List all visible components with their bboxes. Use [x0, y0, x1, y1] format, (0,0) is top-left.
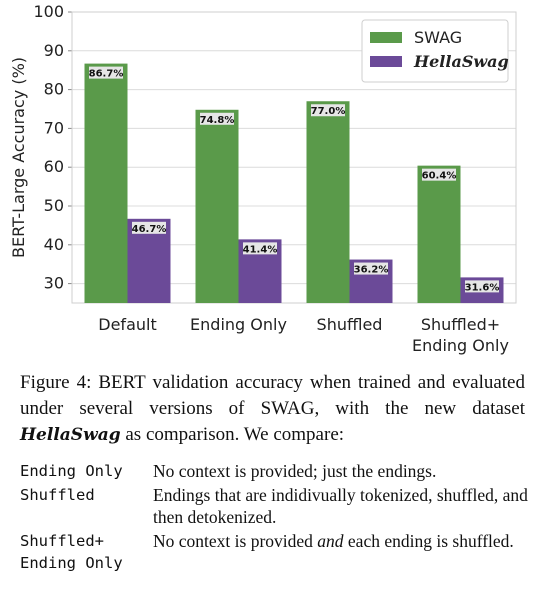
data-label-bg — [89, 66, 123, 79]
y-tick-label: 30 — [44, 274, 64, 293]
x-tick-label: Shuffled+ — [421, 315, 500, 334]
caption-text-after: as comparison. We compare: — [125, 424, 345, 445]
data-label-bg — [422, 168, 456, 181]
definition-row: Shuffled Endings that are indidivually t… — [20, 484, 530, 528]
definition-term: Shuffled+ Ending Only — [20, 532, 123, 572]
legend-label: HellaSwag — [413, 52, 509, 71]
data-label: 74.8% — [200, 115, 235, 126]
y-axis-label: BERT-Large Accuracy (%) — [9, 57, 28, 258]
caption-text-before: BERT validation accuracy when trained an… — [20, 372, 525, 419]
data-label: 60.4% — [422, 171, 457, 182]
data-label-bg — [354, 262, 388, 275]
definition-row: Ending Only No context is provided; just… — [20, 460, 530, 482]
dataset-name: HellaSwag — [20, 425, 121, 445]
definition-term: Ending Only — [20, 462, 123, 480]
figure-caption: Figure 4: BERT validation accuracy when … — [20, 370, 525, 448]
x-tick-label: Default — [98, 315, 156, 334]
bar-swag — [84, 63, 128, 303]
y-tick-label: 60 — [44, 157, 64, 176]
legend-label: SWAG — [414, 28, 462, 47]
data-label-bg — [243, 242, 277, 255]
data-label: 86.7% — [89, 69, 124, 80]
y-tick-label: 80 — [44, 80, 64, 99]
y-tick-label: 70 — [44, 118, 64, 137]
data-label: 36.2% — [354, 265, 389, 276]
legend-swatch — [370, 32, 402, 43]
bar-swag — [195, 109, 239, 303]
data-label: 41.4% — [243, 244, 278, 255]
definition-term: Shuffled — [20, 486, 95, 504]
desc-before: No context is provided — [153, 531, 313, 551]
bar-swag — [417, 165, 461, 303]
legend-swatch — [370, 56, 402, 67]
x-tick-label: Ending Only — [190, 315, 287, 334]
definition-row: Shuffled+ Ending Only No context is prov… — [20, 530, 530, 574]
y-tick-label: 100 — [33, 2, 64, 21]
data-label: 77.0% — [311, 106, 346, 117]
desc-emphasis: and — [317, 531, 344, 551]
data-label: 31.6% — [465, 282, 500, 293]
definition-desc: No context is provided and each ending i… — [153, 530, 530, 574]
x-tick-label: Shuffled — [317, 315, 383, 334]
x-tick-label: Ending Only — [412, 336, 509, 355]
desc-after: each ending is shuffled. — [347, 531, 514, 551]
y-tick-label: 50 — [44, 196, 64, 215]
definition-desc: No context is provided; just the endings… — [153, 461, 437, 481]
y-tick-label: 90 — [44, 41, 64, 60]
data-label-bg — [311, 104, 345, 117]
y-tick-label: 40 — [44, 235, 64, 254]
figure-label: Figure 4: — [20, 372, 92, 393]
data-label-bg — [132, 221, 166, 234]
definitions-list: Ending Only No context is provided; just… — [20, 460, 530, 576]
data-label: 46.7% — [132, 224, 167, 235]
data-label-bg — [200, 112, 234, 125]
definition-desc: Endings that are indidivually tokenized,… — [153, 485, 528, 527]
bar-swag — [306, 101, 350, 304]
data-label-bg — [465, 280, 499, 293]
plot-frame — [71, 11, 517, 304]
bar-chart: 30 40 50 60 70 80 90 100 BERT-Large Accuracy (%)… — [9, 2, 517, 355]
chart-svg: 30 40 50 60 70 80 90 100 BERT-Large Accuracy (%)… — [9, 2, 517, 355]
